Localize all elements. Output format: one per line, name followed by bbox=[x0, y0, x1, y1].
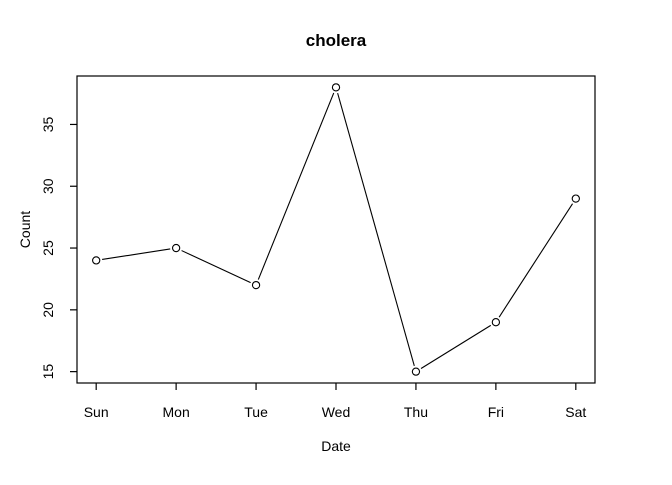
x-tick-label: Sat bbox=[565, 404, 586, 420]
data-line-segment bbox=[420, 324, 492, 369]
x-tick-label: Mon bbox=[163, 404, 190, 420]
y-axis-label: Count bbox=[17, 211, 33, 248]
x-tick-label: Thu bbox=[404, 404, 428, 420]
data-line-segment bbox=[102, 248, 171, 261]
y-tick-label: 30 bbox=[40, 178, 56, 194]
x-tick-label: Sun bbox=[84, 404, 109, 420]
data-point bbox=[331, 83, 341, 92]
x-tick-label: Fri bbox=[488, 404, 504, 420]
data-line-segment bbox=[181, 250, 251, 284]
y-tick-label: 25 bbox=[40, 240, 56, 256]
data-line-segment bbox=[257, 92, 335, 280]
data-line-segment bbox=[498, 203, 574, 318]
y-tick-label: 15 bbox=[40, 364, 56, 380]
y-tick-label: 20 bbox=[40, 302, 56, 318]
data-point bbox=[251, 280, 261, 290]
data-point bbox=[92, 256, 101, 265]
x-tick-label: Wed bbox=[322, 404, 351, 420]
data-point bbox=[571, 194, 580, 203]
y-tick-label: 35 bbox=[40, 116, 56, 132]
chart-title: cholera bbox=[306, 31, 367, 50]
data-point bbox=[491, 318, 501, 327]
plot-box bbox=[76, 75, 596, 384]
plot-content: Sun Mon Tue Wed Thu Fri Sat 15 20 25 30 35 bbox=[40, 83, 586, 420]
data-line-segment bbox=[337, 92, 415, 367]
data-point bbox=[411, 367, 421, 376]
x-tick-label: Tue bbox=[244, 404, 268, 420]
x-axis-label: Date bbox=[321, 438, 351, 454]
data-point bbox=[171, 243, 181, 253]
